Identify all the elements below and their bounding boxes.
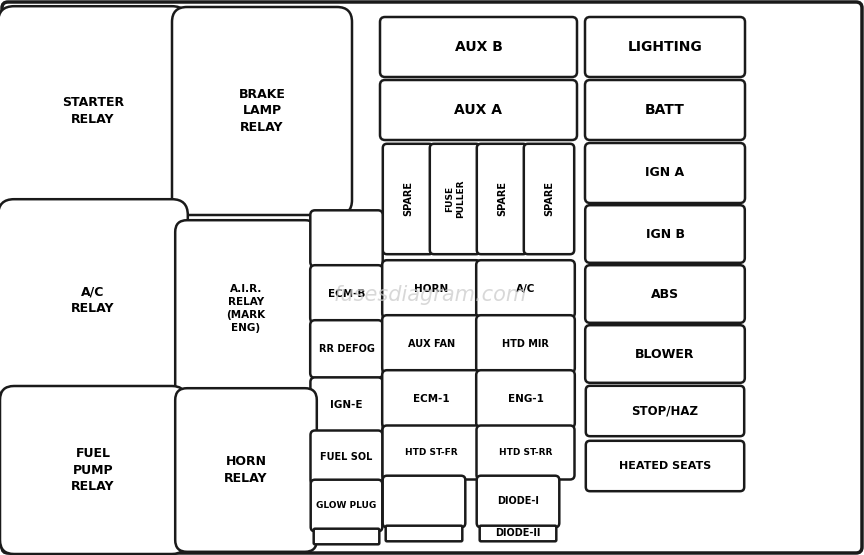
Text: BRAKE
LAMP
RELAY: BRAKE LAMP RELAY (238, 88, 285, 134)
FancyBboxPatch shape (586, 441, 744, 491)
FancyBboxPatch shape (385, 526, 462, 541)
Text: BATT: BATT (645, 103, 685, 117)
FancyBboxPatch shape (310, 377, 383, 432)
Text: SPARE: SPARE (403, 181, 413, 216)
FancyBboxPatch shape (585, 17, 745, 77)
Text: fusesdiagram.com: fusesdiagram.com (334, 285, 527, 305)
Text: HORN
RELAY: HORN RELAY (225, 455, 268, 485)
Text: ENG-1: ENG-1 (507, 394, 543, 404)
Text: RR DEFOG: RR DEFOG (319, 344, 374, 354)
Text: LIGHTING: LIGHTING (627, 40, 702, 54)
FancyBboxPatch shape (314, 529, 379, 544)
Text: IGN A: IGN A (645, 166, 684, 179)
FancyBboxPatch shape (310, 210, 383, 267)
FancyBboxPatch shape (0, 199, 187, 401)
FancyBboxPatch shape (175, 388, 317, 552)
Text: AUX A: AUX A (454, 103, 503, 117)
Text: BLOWER: BLOWER (635, 347, 695, 361)
FancyBboxPatch shape (585, 205, 745, 263)
FancyBboxPatch shape (383, 476, 466, 527)
FancyBboxPatch shape (477, 476, 559, 527)
Text: STOP/HAZ: STOP/HAZ (632, 405, 698, 417)
FancyBboxPatch shape (0, 386, 186, 554)
Text: HTD MIR: HTD MIR (502, 339, 549, 349)
FancyBboxPatch shape (382, 370, 480, 428)
Text: A/C
RELAY: A/C RELAY (71, 285, 115, 315)
FancyBboxPatch shape (585, 325, 745, 383)
FancyBboxPatch shape (175, 220, 317, 397)
FancyBboxPatch shape (477, 426, 575, 480)
Text: HTD ST-RR: HTD ST-RR (499, 448, 552, 457)
Text: A/C: A/C (516, 284, 535, 294)
FancyBboxPatch shape (429, 144, 480, 254)
Text: STARTER
RELAY: STARTER RELAY (62, 96, 124, 126)
FancyBboxPatch shape (586, 386, 744, 436)
FancyBboxPatch shape (480, 526, 556, 541)
Text: A.I.R.
RELAY
(MARK
ENG): A.I.R. RELAY (MARK ENG) (226, 284, 265, 332)
Text: AUX FAN: AUX FAN (408, 339, 455, 349)
FancyBboxPatch shape (310, 265, 383, 323)
Text: FUEL
PUMP
RELAY: FUEL PUMP RELAY (71, 447, 115, 493)
FancyBboxPatch shape (477, 144, 527, 254)
Text: HORN: HORN (415, 284, 448, 294)
Text: DIODE-II: DIODE-II (495, 528, 541, 538)
FancyBboxPatch shape (382, 260, 480, 318)
Text: SPARE: SPARE (497, 181, 507, 216)
FancyBboxPatch shape (311, 480, 382, 531)
FancyBboxPatch shape (585, 265, 745, 323)
Text: ECM-B: ECM-B (327, 289, 365, 299)
Text: SPARE: SPARE (544, 181, 554, 216)
Text: IGN-E: IGN-E (330, 400, 363, 410)
Text: IGN B: IGN B (645, 228, 684, 240)
FancyBboxPatch shape (172, 7, 352, 215)
Text: FUEL SOL: FUEL SOL (321, 452, 372, 462)
FancyBboxPatch shape (383, 144, 433, 254)
Text: ECM-1: ECM-1 (413, 394, 450, 404)
Text: HEATED SEATS: HEATED SEATS (619, 461, 711, 471)
FancyBboxPatch shape (524, 144, 575, 254)
Text: AUX B: AUX B (454, 40, 503, 54)
FancyBboxPatch shape (476, 370, 575, 428)
Text: DIODE-I: DIODE-I (497, 497, 539, 507)
FancyBboxPatch shape (380, 80, 577, 140)
FancyBboxPatch shape (476, 315, 575, 373)
FancyBboxPatch shape (310, 320, 383, 378)
Text: FUSE
PULLER: FUSE PULLER (445, 180, 465, 218)
Text: ABS: ABS (651, 287, 679, 300)
FancyBboxPatch shape (383, 426, 480, 480)
FancyBboxPatch shape (476, 260, 575, 318)
FancyBboxPatch shape (585, 143, 745, 203)
FancyBboxPatch shape (380, 17, 577, 77)
Text: HTD ST-FR: HTD ST-FR (405, 448, 458, 457)
FancyBboxPatch shape (0, 6, 187, 216)
FancyBboxPatch shape (585, 80, 745, 140)
Text: GLOW PLUG: GLOW PLUG (316, 501, 377, 510)
FancyBboxPatch shape (382, 315, 480, 373)
FancyBboxPatch shape (310, 431, 383, 485)
